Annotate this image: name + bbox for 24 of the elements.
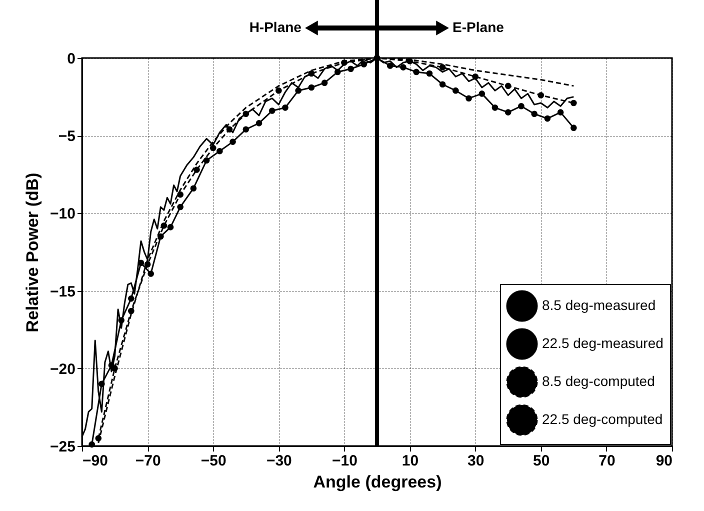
x-tick-label: −90 <box>82 452 108 470</box>
x-tick-label: −70 <box>135 452 161 470</box>
y-axis-title: Relative Power (dB) <box>23 172 42 332</box>
x-tick-label: 30 <box>467 452 484 470</box>
legend-label: 8.5 deg-measured <box>542 297 656 313</box>
legend-label: 22.5 deg-measured <box>542 335 664 351</box>
legend-label: 8.5 deg-computed <box>542 373 655 389</box>
text: E-Plane <box>452 19 504 35</box>
x-tick-label: 90 <box>656 452 672 470</box>
y-tick-label: −5 <box>58 128 76 146</box>
y-tick-label: −20 <box>50 360 76 378</box>
y-tick-label: −25 <box>50 438 76 456</box>
y-tick-label: 0 <box>67 50 76 68</box>
x-tick-label: −10 <box>332 452 358 470</box>
legend-label: 22.5 deg-computed <box>542 411 663 427</box>
x-tick-label: −50 <box>200 452 226 470</box>
text: H-Plane <box>249 19 302 35</box>
x-axis-title: Angle (degrees) <box>313 472 442 492</box>
x-tick-label: 70 <box>598 452 616 470</box>
x-tick-label: −30 <box>266 452 292 470</box>
x-tick-label: 50 <box>533 452 550 470</box>
x-tick-label: 10 <box>402 452 419 470</box>
y-tick-label: −10 <box>50 206 76 223</box>
y-tick-label: −15 <box>50 283 76 300</box>
